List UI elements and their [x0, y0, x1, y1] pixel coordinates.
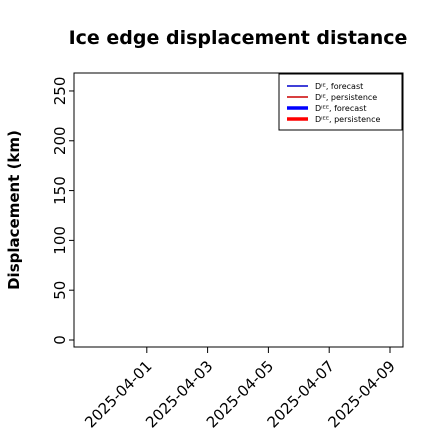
- y-tick-label: 150: [51, 176, 69, 205]
- y-ticks: 0 50 100 150 200 250: [51, 77, 74, 345]
- legend-entry: Dᴵᴱᴱ, forecast: [315, 104, 366, 113]
- y-axis-label: Displacement (km): [5, 130, 23, 290]
- y-tick-label: 100: [51, 226, 69, 255]
- x-ticks: 2025-04-012025-04-032025-04-052025-04-07…: [81, 347, 399, 431]
- legend-entry: Dᴵᴱ, persistence: [315, 93, 377, 102]
- y-tick-label: 200: [51, 126, 69, 155]
- legend-entry: Dᴵᴱᴱ, persistence: [315, 115, 380, 124]
- y-tick-label: 0: [51, 335, 69, 345]
- y-tick-label: 50: [51, 281, 69, 300]
- legend: Dᴵᴱ, forecast Dᴵᴱ, persistence Dᴵᴱᴱ, forec…: [278, 73, 403, 131]
- legend-entry: Dᴵᴱ, forecast: [315, 82, 363, 91]
- y-tick-label: 250: [51, 77, 69, 106]
- plot-area: [73, 72, 404, 348]
- chart-title: Ice edge displacement distance: [69, 27, 408, 49]
